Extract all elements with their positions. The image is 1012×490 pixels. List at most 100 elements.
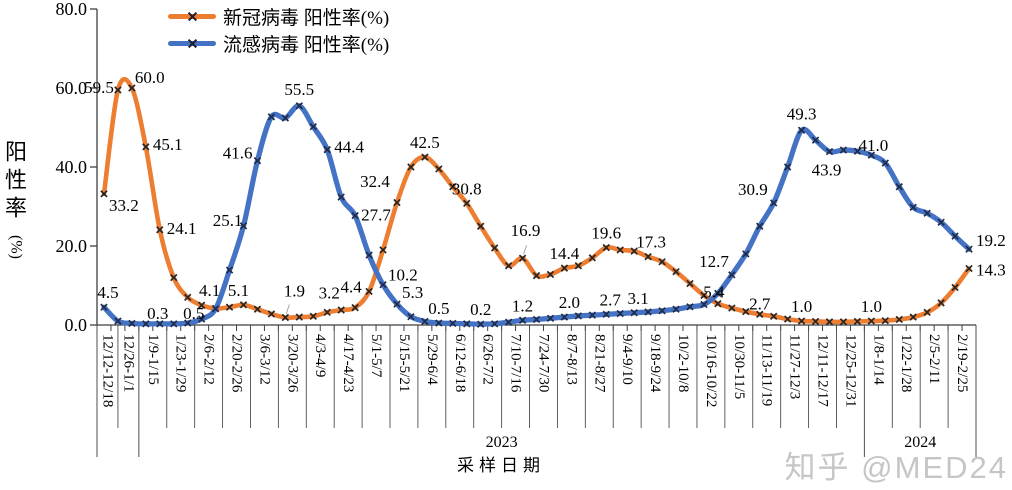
data-label: 0.5	[183, 304, 204, 323]
x-tick-label: 10/2-10/8	[675, 334, 691, 392]
flu-series-data-labels: 4.5 0.3 0.5 4.1 25.1 41.6 55.5 44.4 32.4 27.7 10.2…	[97, 80, 1005, 323]
x-tick-label: 2/19-2/25	[954, 334, 970, 392]
svg-text:性: 性	[5, 168, 27, 193]
x-tick-label: 9/4-9/10	[619, 334, 635, 385]
data-label: 32.4	[360, 172, 390, 191]
data-label: 2.7	[600, 290, 622, 309]
year-label: 2024	[904, 434, 936, 451]
svg-text:20.0: 20.0	[56, 236, 88, 256]
data-label: 0.2	[470, 300, 491, 319]
data-label: 3.1	[628, 289, 649, 308]
x-tick-label: 10/16-10/22	[703, 334, 719, 407]
chart-legend: 新冠病毒 阳性率(%) 流感病毒 阳性率(%)	[168, 3, 389, 57]
data-label: 12.7	[699, 252, 729, 271]
data-label: 19.6	[591, 224, 621, 243]
data-label: 30.9	[738, 180, 768, 199]
data-label: 60.0	[135, 68, 165, 87]
x-marker-icon	[188, 39, 197, 48]
data-label: 3.2	[319, 283, 340, 302]
data-label: 1.9	[284, 281, 305, 300]
data-label: 5.4	[703, 283, 725, 302]
data-label: 10.2	[388, 266, 418, 285]
x-tick-label: 5/15-5/21	[396, 334, 412, 392]
legend-item-flu: 流感病毒 阳性率(%)	[168, 30, 389, 57]
x-tick-label: 6/26-7/2	[480, 334, 496, 385]
svg-text:60.0: 60.0	[56, 78, 88, 98]
flu-series-markers	[100, 102, 973, 328]
x-tick-label: 9/18-9/24	[647, 334, 663, 393]
data-label: 17.3	[636, 233, 666, 252]
data-label: 19.2	[976, 231, 1006, 250]
covid-line-swatch	[168, 14, 216, 19]
data-label: 45.1	[153, 135, 183, 154]
data-label: 4.4	[340, 278, 362, 297]
legend-label-flu: 流感病毒 阳性率(%)	[223, 35, 390, 56]
x-axis-title: 采样日期	[457, 456, 545, 475]
data-label: 1.2	[512, 296, 533, 315]
x-tick-label: 4/17-4/23	[340, 334, 356, 392]
data-label: 49.3	[787, 104, 817, 123]
x-tick-label: 7/24-7/30	[535, 334, 551, 392]
x-tick-label: 10/30-11/5	[731, 334, 747, 399]
data-label: 5.1	[228, 281, 249, 300]
year-label: 2023	[486, 434, 518, 451]
data-label: 55.5	[284, 80, 314, 99]
data-label: 0.5	[428, 299, 449, 318]
data-label: 2.7	[749, 294, 771, 313]
data-label: 14.4	[550, 244, 580, 263]
x-tick-label: 1/23-1/29	[173, 334, 189, 392]
svg-text:率: 率	[5, 196, 27, 221]
x-tick-label: 12/26-1/1	[120, 334, 136, 392]
data-label: 24.1	[167, 219, 197, 238]
x-tick-label: 6/12-6/18	[452, 334, 468, 392]
x-tick-label: 7/10-7/16	[508, 334, 524, 393]
legend-item-covid: 新冠病毒 阳性率(%)	[168, 3, 389, 30]
data-label: 4.5	[97, 283, 118, 302]
data-label: 0.3	[147, 304, 168, 323]
svg-text:0.0: 0.0	[65, 315, 88, 335]
x-tick-label: 1/22-1/28	[898, 334, 914, 392]
data-label: 42.5	[410, 133, 440, 152]
x-tick-label: 2/6-2/12	[201, 334, 217, 385]
svg-text:(%): (%)	[8, 235, 25, 259]
x-tick-label: 2/20-2/26	[229, 334, 245, 393]
x-tick-label: 3/20-3/26	[284, 334, 300, 393]
svg-text:阳: 阳	[5, 140, 27, 165]
svg-text:40.0: 40.0	[56, 157, 88, 177]
data-label: 30.8	[452, 179, 482, 198]
data-label: 25.1	[213, 211, 243, 230]
x-marker-icon	[188, 12, 197, 21]
data-label: 2.0	[559, 293, 580, 312]
data-label: 16.9	[511, 221, 541, 240]
x-axis-category-area: 12/12-12/18 12/26-1/1 1/9-1/15 1/23-1/29 2/6…	[96, 325, 977, 457]
x-tick-label: 11/27-12/3	[787, 334, 803, 399]
x-tick-label: 12/12-12/18	[99, 334, 115, 407]
data-label: 33.2	[109, 196, 139, 215]
x-tick-label: 4/3-4/9	[312, 334, 328, 377]
data-label: 1.0	[791, 297, 812, 316]
data-label: 59.5	[84, 78, 114, 97]
covid-series-markers	[100, 84, 973, 326]
x-tick-label: 11/13-11/19	[759, 334, 775, 406]
x-tick-label: 12/11-12/17	[815, 334, 831, 407]
x-tick-label: 12/25-12/31	[842, 334, 858, 407]
data-label: 27.7	[361, 206, 391, 225]
x-tick-label: 5/29-6/4	[424, 334, 440, 385]
data-label: 41.6	[223, 144, 253, 163]
y-axis-title: 阳性率 (%)	[5, 140, 27, 259]
data-label: 5.3	[402, 283, 423, 302]
x-tick-label: 1/8-1/14	[870, 334, 886, 385]
svg-text:80.0: 80.0	[56, 0, 88, 19]
x-tick-label: 8/7-8/13	[563, 334, 579, 385]
x-tick-label: 8/21-8/27	[591, 334, 607, 393]
x-tick-label: 1/9-1/15	[145, 334, 161, 385]
data-label: 44.4	[334, 138, 364, 157]
data-label: 1.0	[861, 297, 882, 316]
x-tick-label: 5/1-5/7	[368, 334, 384, 378]
legend-label-covid: 新冠病毒 阳性率(%)	[223, 8, 390, 29]
data-label: 41.0	[859, 136, 889, 155]
x-tick-label: 3/6-3/12	[256, 334, 272, 385]
data-label: 14.3	[976, 261, 1006, 280]
